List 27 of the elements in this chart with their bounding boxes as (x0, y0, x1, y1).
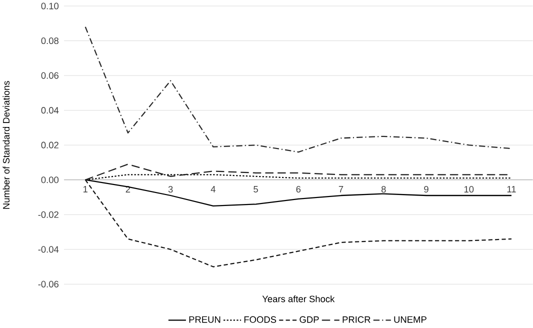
legend-label: PREUN (189, 316, 220, 323)
y-tick-label: 0.10 (41, 2, 59, 10)
x-tick-label: 5 (254, 186, 258, 192)
x-tick-label: 3 (168, 186, 173, 193)
x-tick-label: 9 (424, 186, 428, 193)
y-axis-title: Number of Standard Deviations (2, 80, 10, 209)
legend-label: UNEMP (394, 316, 426, 323)
y-tick-label: -0.04 (38, 246, 59, 253)
x-tick-label: 8 (381, 186, 386, 193)
legend-label: PRICR (342, 316, 370, 323)
y-tick-label: -0.02 (38, 211, 58, 218)
x-tick-label: 7 (338, 186, 344, 192)
legend-label: GDP (300, 316, 319, 323)
y-tick-label: 0.02 (41, 142, 58, 148)
line-series (84, 26, 512, 153)
x-tick-label: 4 (210, 186, 216, 192)
y-tick-label: 0.04 (41, 107, 59, 114)
x-tick-label: 10 (464, 186, 474, 193)
y-tick-label: 0.08 (41, 37, 58, 44)
y-tick-label: 0.00 (41, 176, 59, 184)
legend-label: FOODS (244, 316, 276, 323)
x-tick-label: 11 (507, 186, 516, 192)
x-axis-title: Years after Shock (262, 295, 335, 302)
x-tick-label: 6 (296, 186, 301, 193)
y-tick-label: -0.06 (38, 280, 58, 288)
x-tick-label: 1 (83, 186, 88, 192)
y-tick-label: 0.06 (41, 72, 58, 79)
